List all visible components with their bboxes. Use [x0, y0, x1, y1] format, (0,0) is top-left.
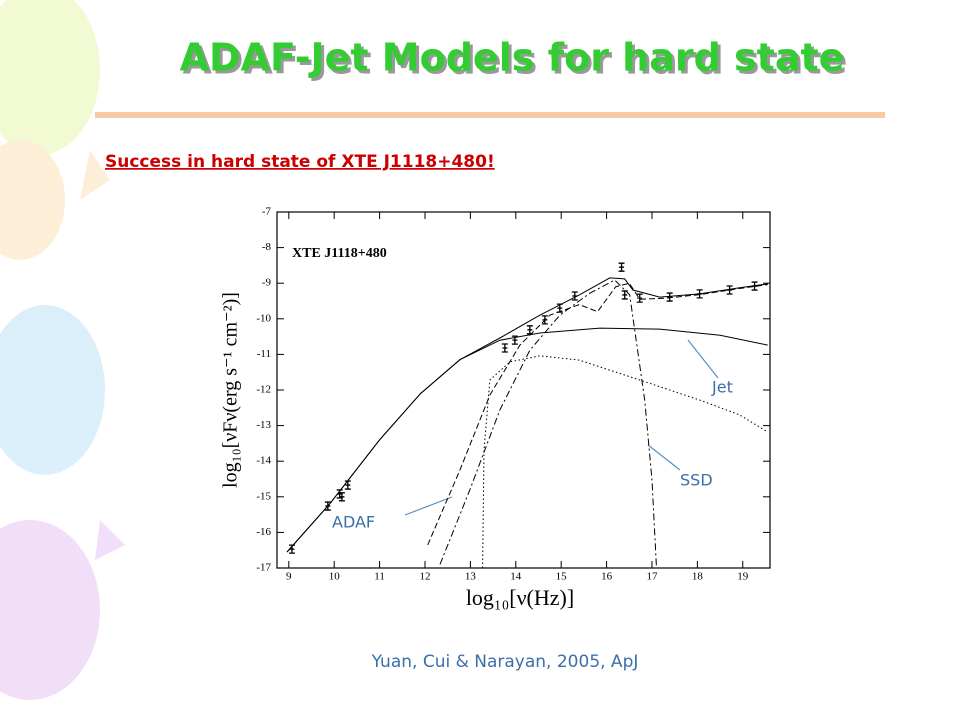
y-tick-label: -13 — [256, 419, 271, 431]
leaders — [404, 339, 719, 516]
y-axis-label: log₁₀[νFν(erg s⁻¹ cm⁻²)] — [220, 292, 242, 488]
data-point — [556, 303, 563, 313]
slide-subtitle: Success in hard state of XTE J1118+480! — [105, 152, 495, 172]
data-point — [636, 293, 643, 303]
y-tick-label: -8 — [262, 241, 272, 253]
x-tick-label: 13 — [465, 571, 477, 583]
x-tick-label: 10 — [329, 571, 341, 583]
y-tick-label: -7 — [262, 206, 272, 218]
data-point — [541, 315, 548, 325]
annotation: ADAF — [332, 513, 375, 532]
slide-title: ADAF-Jet Models for hard state — [180, 36, 845, 80]
x-axis-label: log₁₀[ν(Hz)] — [466, 585, 574, 610]
data-point — [621, 290, 628, 300]
data-point — [338, 492, 345, 502]
y-tick-label: -9 — [262, 277, 272, 289]
data-point — [666, 292, 673, 302]
data-point — [526, 325, 533, 335]
x-tick-label: 12 — [419, 571, 430, 583]
balloons — [0, 0, 125, 700]
y-tick-label: -16 — [256, 526, 271, 538]
x-tick-label: 19 — [737, 571, 749, 583]
data-point — [344, 480, 351, 490]
data-point — [336, 489, 343, 499]
model-curve — [286, 327, 768, 553]
x-tick-label: 15 — [556, 571, 568, 583]
data-point — [696, 289, 703, 299]
model-curve — [482, 355, 768, 569]
x-tick-label: 18 — [692, 571, 704, 583]
annotation: Jet — [711, 378, 733, 397]
x-tick-label: 14 — [510, 571, 522, 583]
model-curve — [286, 277, 768, 553]
chart-label: XTE J1118+480 — [292, 246, 387, 261]
x-tick-label: 16 — [601, 571, 613, 583]
data-point — [511, 335, 518, 345]
data-point — [324, 501, 331, 511]
x-tick-label: 11 — [374, 571, 385, 583]
data-point — [571, 291, 578, 301]
data-point — [751, 281, 758, 291]
model-curve — [439, 279, 657, 569]
y-tick-label: -12 — [256, 384, 271, 396]
annotation: SSD — [680, 471, 713, 490]
y-tick-label: -14 — [256, 455, 271, 467]
data-point — [618, 262, 625, 272]
title-rule — [95, 112, 885, 118]
title-shadow: ADAF-Jet Models for hard state — [183, 39, 848, 83]
data-point — [501, 343, 508, 353]
y-tick-label: -17 — [256, 562, 271, 574]
y-tick-label: -10 — [256, 312, 271, 324]
x-tick-label: 9 — [286, 571, 292, 583]
data-point — [726, 285, 733, 295]
data-point — [288, 544, 295, 554]
model-curve — [427, 282, 768, 546]
x-tick-label: 17 — [646, 571, 658, 583]
y-tick-label: -11 — [257, 348, 271, 360]
y-tick-label: -15 — [256, 490, 271, 502]
citation: Yuan, Cui & Narayan, 2005, ApJ — [371, 652, 639, 672]
